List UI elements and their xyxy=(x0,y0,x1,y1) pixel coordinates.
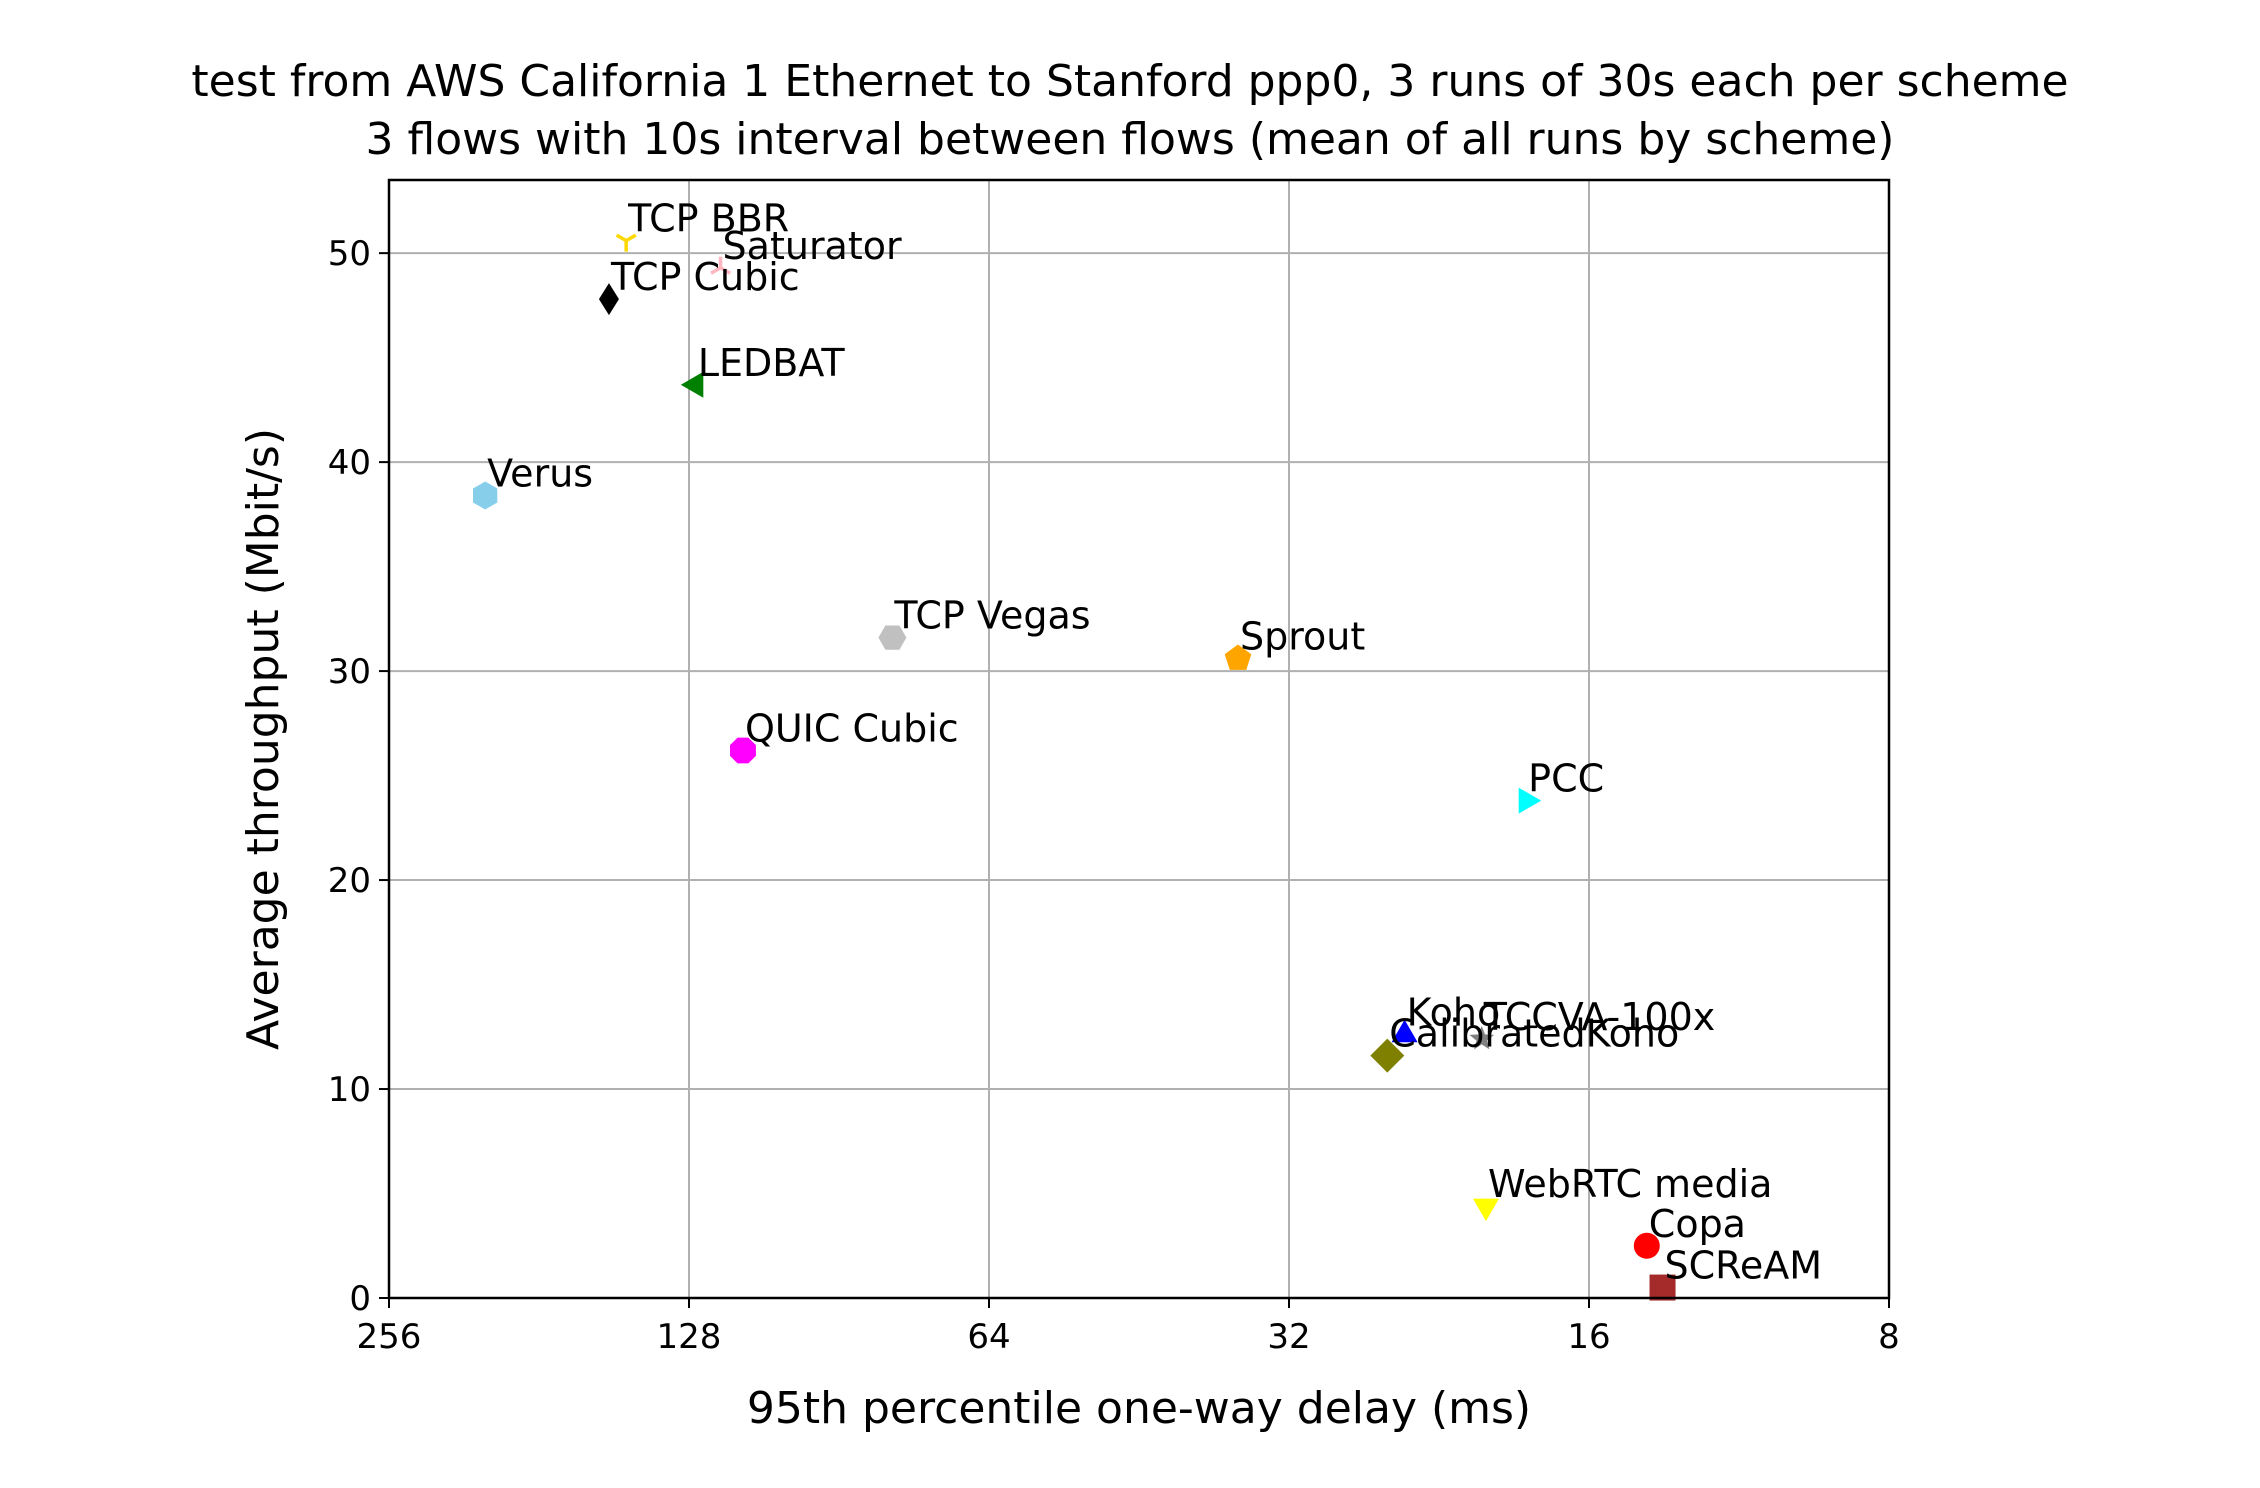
x-axis-label: 95th percentile one-way delay (ms) xyxy=(747,1383,1531,1434)
grid-lines xyxy=(388,180,1890,1299)
point-quic-cubic xyxy=(730,737,756,764)
data-points xyxy=(473,233,1676,1301)
label-scream: SCReAM xyxy=(1665,1244,1823,1288)
point-saturator xyxy=(710,256,731,275)
point-copa xyxy=(1633,1232,1660,1259)
y-tick-label: 20 xyxy=(328,861,371,901)
point-tcp-bbr xyxy=(615,233,637,252)
chart-subtitle: 3 flows with 10s interval between flows … xyxy=(366,114,1895,165)
x-tick-label: 256 xyxy=(357,1317,422,1357)
label-calibratedkoho: CalibratedKoho xyxy=(1389,1012,1679,1056)
label-pcc: PCC xyxy=(1528,757,1604,801)
x-tick-label: 64 xyxy=(967,1317,1010,1357)
point-calibratedkoho xyxy=(1370,1038,1405,1073)
y-axis-label: Average throughput (Mbit/s) xyxy=(238,428,289,1050)
x-tick-label: 32 xyxy=(1267,1317,1310,1357)
label-saturator: Saturator xyxy=(723,224,902,268)
label-tccva-100x: TCCVA-100x xyxy=(1483,995,1716,1039)
label-quic-cubic: QUIC Cubic xyxy=(745,706,959,750)
point-sprout xyxy=(1224,644,1252,670)
point-scream xyxy=(1649,1274,1676,1301)
point-tccva-100x xyxy=(1469,1025,1495,1050)
label-webrtc-media: WebRTC media xyxy=(1488,1162,1772,1206)
point-webrtc-media xyxy=(1473,1198,1499,1222)
y-tick-label: 10 xyxy=(328,1070,371,1110)
label-sprout: Sprout xyxy=(1240,615,1365,659)
plot-frame xyxy=(387,178,1891,1300)
point-verus xyxy=(473,481,498,510)
x-tick-label: 16 xyxy=(1567,1317,1610,1357)
point-koho xyxy=(1391,1019,1418,1043)
y-tick-label: 50 xyxy=(328,234,371,274)
chart-title: test from AWS California 1 Ethernet to S… xyxy=(191,56,2068,107)
label-tcp-cubic: TCP Cubic xyxy=(610,255,800,299)
point-tcp-vegas xyxy=(878,625,907,650)
label-ledbat: LEDBAT xyxy=(698,341,846,385)
point-ledbat xyxy=(680,371,704,398)
x-tick-label: 128 xyxy=(657,1317,722,1357)
label-tcp-vegas: TCP Vegas xyxy=(893,594,1090,638)
label-tcp-bbr: TCP BBR xyxy=(627,197,789,241)
axis-ticks: 256 128 64 32 16 8 0 10 20 30 40 50 xyxy=(328,234,1900,1357)
point-tcp-cubic xyxy=(598,283,619,316)
y-tick-label: 0 xyxy=(349,1279,371,1319)
y-tick-label: 30 xyxy=(328,652,371,692)
label-koho: Koho xyxy=(1407,991,1501,1035)
label-verus: Verus xyxy=(487,452,593,496)
y-tick-label: 40 xyxy=(328,443,371,483)
x-tick-label: 8 xyxy=(1878,1317,1900,1357)
label-copa: Copa xyxy=(1649,1202,1746,1246)
point-pcc xyxy=(1518,787,1542,814)
